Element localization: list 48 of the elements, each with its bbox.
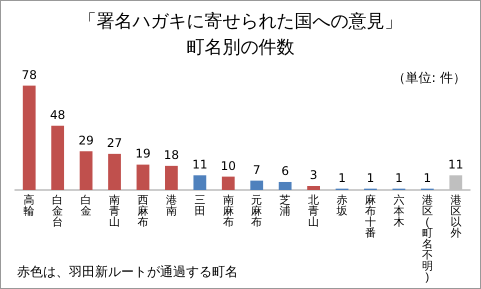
data-label: 27	[106, 136, 122, 150]
bar	[278, 182, 292, 190]
data-label: 48	[50, 108, 66, 122]
x-tick-label: 麻布十番	[364, 194, 376, 240]
chart-subtitle: 町名別の件数	[186, 37, 294, 58]
data-label: 6	[281, 164, 289, 178]
data-label: 18	[164, 148, 180, 162]
bar	[222, 176, 235, 190]
x-tick-label: 赤坂	[336, 194, 348, 218]
data-label: 1	[395, 170, 403, 185]
data-label: 3	[310, 168, 318, 182]
x-tick-label: 三田	[194, 194, 206, 218]
data-label: 1	[424, 170, 432, 185]
bar	[108, 154, 121, 190]
x-tick-label: 六本木	[393, 194, 404, 229]
x-tick-label: 南麻布	[222, 194, 234, 229]
bar	[250, 180, 264, 190]
chart-title: 「署名ハガキに寄せられた国への意見」	[78, 11, 402, 32]
x-tick-label: 高輪	[24, 194, 35, 218]
data-label: 1	[338, 170, 346, 185]
text: 赤色は、羽田新ルートが通過する町名	[17, 264, 238, 281]
bar	[22, 86, 36, 190]
data-label: 11	[192, 157, 208, 172]
bar	[136, 164, 150, 190]
data-label: 10	[220, 158, 236, 173]
annotation: （単位: 件）	[392, 70, 466, 87]
data-label: 19	[135, 146, 151, 161]
bar	[307, 186, 320, 190]
data-label: 78	[22, 68, 37, 82]
data-label: 29	[78, 133, 94, 148]
x-tick-label: 南青山	[109, 194, 120, 229]
x-tick-label: 港区(町名不明)	[422, 194, 433, 284]
x-tick-label: 白金	[80, 194, 92, 218]
x-tick-label: 港南	[166, 194, 177, 218]
bar	[449, 175, 462, 190]
x-tick-label: 元麻布	[251, 194, 262, 229]
data-label: 1	[366, 170, 374, 185]
x-tick-label: 白金台	[52, 194, 64, 229]
x-tick-label: 西麻布	[137, 194, 148, 229]
x-tick-label: 北青山	[308, 194, 320, 229]
x-tick-label: 港区以外	[450, 194, 462, 240]
bar	[80, 151, 92, 190]
bar	[165, 166, 178, 190]
bar	[193, 175, 206, 190]
x-tick-label: 芝浦	[280, 194, 291, 218]
bar	[51, 126, 64, 190]
data-label: 11	[448, 157, 464, 172]
data-label: 7	[252, 162, 261, 177]
